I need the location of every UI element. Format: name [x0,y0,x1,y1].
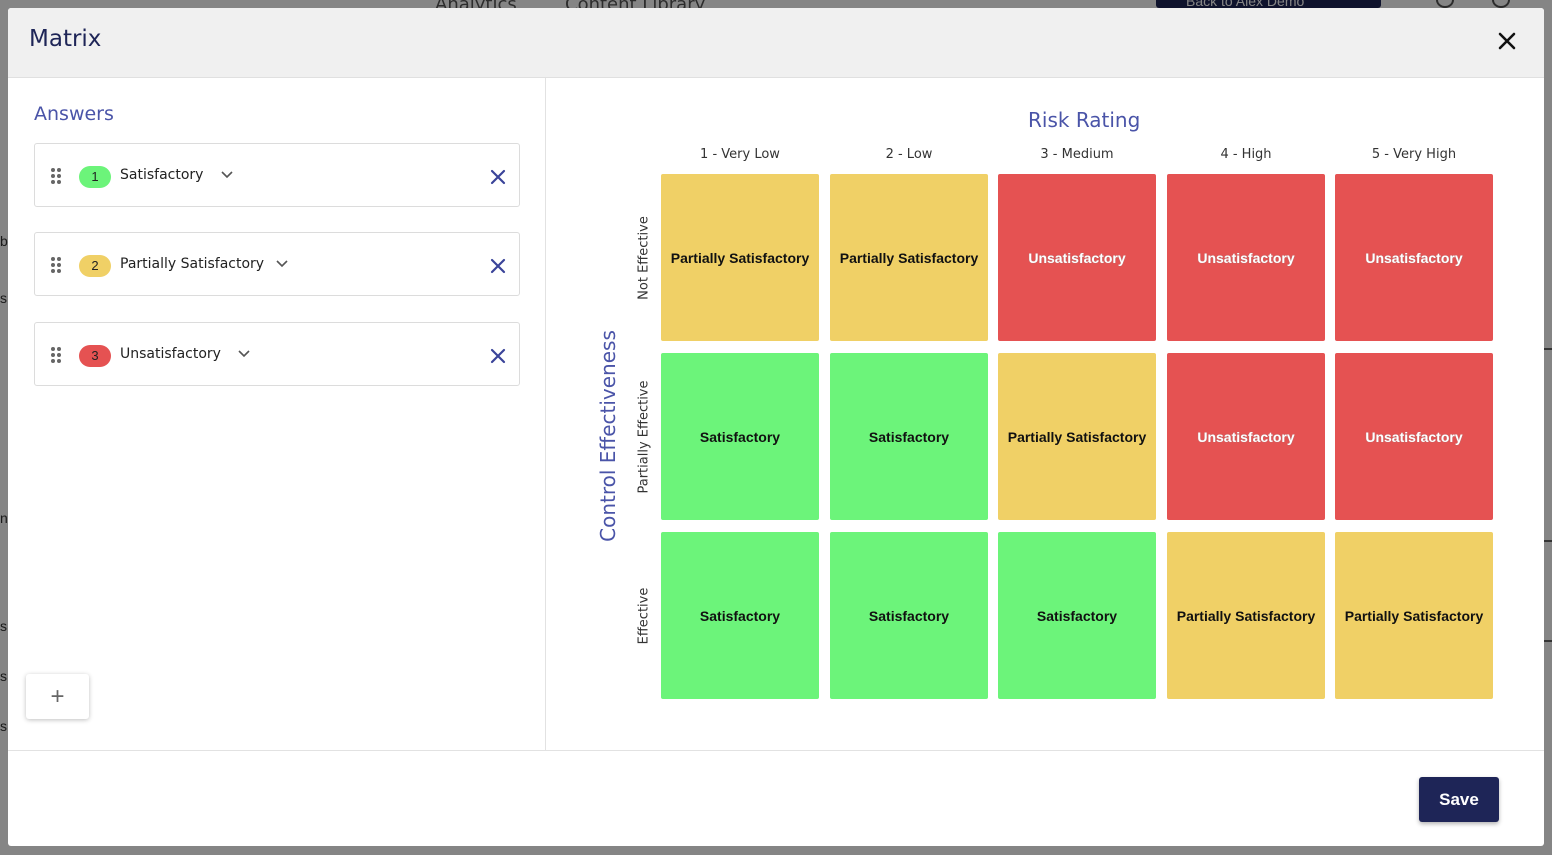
close-icon [1498,32,1516,50]
answer-badge: 3 [79,345,111,367]
matrix-cell[interactable]: Satisfactory [998,532,1156,699]
matrix-cell[interactable]: Satisfactory [661,353,819,520]
answer-label: Unsatisfactory [120,346,221,362]
answer-label: Satisfactory [120,167,204,183]
chevron-down-icon[interactable] [220,170,234,180]
answer-label: Partially Satisfactory [120,256,265,272]
close-button[interactable] [1494,28,1520,54]
save-button[interactable]: Save [1419,777,1499,822]
bg-back-button: Back to Alex Demo [1156,0,1381,8]
matrix-cell[interactable]: Unsatisfactory [1167,353,1325,520]
matrix-cell[interactable]: Unsatisfactory [1167,174,1325,341]
matrix-cell[interactable]: Unsatisfactory [1335,174,1493,341]
add-answer-button[interactable]: + [26,674,89,719]
matrix-cell[interactable]: Partially Satisfactory [1167,532,1325,699]
answer-row[interactable]: 2 Partially Satisfactory [34,232,520,296]
drag-handle-icon[interactable] [51,168,63,184]
answer-row[interactable]: 1 Satisfactory [34,143,520,207]
answer-badge: 1 [79,166,111,188]
matrix-cell[interactable]: Partially Satisfactory [830,174,988,341]
drag-handle-icon[interactable] [51,257,63,273]
matrix-cell[interactable]: Partially Satisfactory [1335,532,1493,699]
risk-rating-title: Risk Rating [1028,108,1141,132]
effectiveness-row-label: Effective [636,587,652,645]
effectiveness-row-label: Not Effective [636,216,652,300]
matrix-cell[interactable]: Satisfactory [830,532,988,699]
answer-badge: 2 [79,255,111,277]
risk-column-label: 3 - Medium [1040,147,1114,162]
remove-answer-icon[interactable] [489,257,507,275]
matrix-cell[interactable]: Satisfactory [661,532,819,699]
answers-title: Answers [34,103,114,125]
modal-footer: Save [8,750,1544,846]
control-effectiveness-title: Control Effectiveness [596,330,620,542]
remove-answer-icon[interactable] [489,347,507,365]
matrix-panel: Risk Rating Control Effectiveness 1 - Ve… [546,78,1544,750]
matrix-cell[interactable]: Partially Satisfactory [661,174,819,341]
risk-column-label: 5 - Very High [1371,147,1457,162]
modal-title: Matrix [29,26,102,52]
chevron-down-icon[interactable] [237,349,251,359]
matrix-cell[interactable]: Unsatisfactory [1335,353,1493,520]
modal-header: Matrix [8,8,1544,78]
risk-column-label: 2 - Low [885,147,933,162]
matrix-cell[interactable]: Satisfactory [830,353,988,520]
risk-column-label: 4 - High [1220,147,1272,162]
answers-panel: Answers 1 Satisfactory 2 Partially Satis… [8,78,546,750]
matrix-modal: Matrix Answers 1 Satisfactory 2 Partial [8,8,1544,846]
answer-row[interactable]: 3 Unsatisfactory [34,322,520,386]
chevron-down-icon[interactable] [275,259,289,269]
matrix-cell[interactable]: Partially Satisfactory [998,353,1156,520]
effectiveness-row-label: Partially Effective [636,380,652,494]
remove-answer-icon[interactable] [489,168,507,186]
risk-column-label: 1 - Very Low [700,147,780,162]
matrix-cell[interactable]: Unsatisfactory [998,174,1156,341]
drag-handle-icon[interactable] [51,347,63,363]
